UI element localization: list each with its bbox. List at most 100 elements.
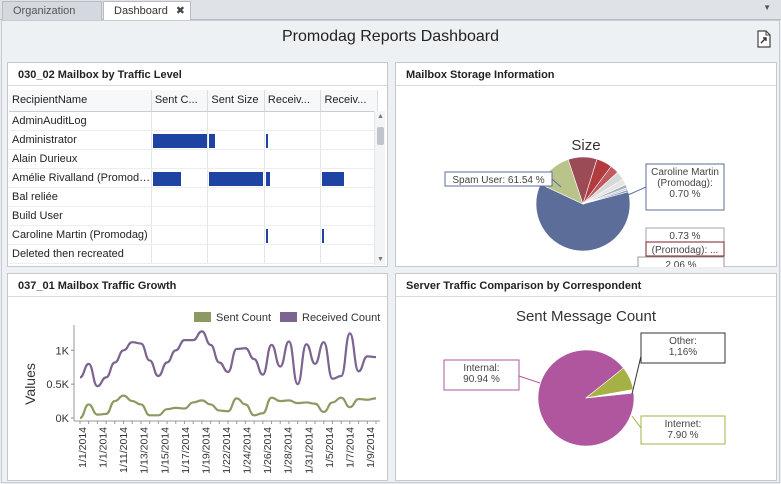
traffic-bar (209, 171, 264, 186)
series-line (79, 394, 377, 420)
x-tick-label: 1/24/2014 (242, 427, 254, 474)
traffic-bar-cell (264, 244, 322, 264)
traffic-bar-cell (151, 187, 209, 207)
traffic-bar-cell (320, 187, 378, 207)
tab-organization-label: Organization (13, 5, 76, 17)
column-header[interactable]: RecipientName (9, 90, 152, 112)
recipient-name-cell: Amélie Rivalland (Promodag) (9, 168, 152, 188)
panel-title: Mailbox Storage Information (396, 63, 776, 86)
data-label: 90.94 % (463, 374, 500, 385)
traffic-bar (265, 228, 268, 243)
traffic-bar-cell (264, 149, 322, 169)
dashboard-surface: Promodag Reports Dashboard 030_02 Mailbo… (1, 20, 780, 483)
traffic-grid: RecipientName Sent C... Sent Size Receiv...… (9, 90, 378, 266)
data-label-box (444, 171, 553, 187)
legend-label: Received Count (302, 312, 380, 324)
data-label: 7.90 % (667, 430, 698, 441)
data-label: 2.06 % (665, 260, 696, 267)
table-row[interactable]: Amélie Rivalland (Promodag) (9, 168, 378, 188)
data-label-box (645, 241, 725, 257)
traffic-bar-cell (264, 225, 322, 245)
x-tick-label: 1/17/2014 (180, 427, 192, 474)
traffic-bar (209, 133, 216, 148)
series-line (79, 330, 377, 388)
traffic-bar-cell (151, 225, 209, 245)
traffic-bar-cell (320, 206, 378, 226)
storage-panel: Mailbox Storage Information Size Spam Use… (395, 62, 777, 267)
leader-line (518, 375, 541, 384)
x-tick-label: 1/31/2014 (303, 427, 315, 474)
scroll-up-icon[interactable]: ▲ (377, 113, 384, 120)
table-row[interactable]: Administrator (9, 130, 378, 150)
x-tick-label: 1/5/2014 (324, 427, 336, 468)
recipient-name-cell: Build User (9, 206, 152, 226)
page-title: Promodag Reports Dashboard (281, 28, 499, 45)
close-icon[interactable]: ✖ (175, 5, 185, 17)
traffic-bar-cell (264, 206, 322, 226)
table-row[interactable]: Deleted then recreated (9, 244, 378, 264)
table-row[interactable]: AdminAuditLog (9, 111, 378, 131)
data-label-box (443, 359, 520, 391)
data-label-box (637, 256, 725, 267)
x-tick-label: 1/9/2014 (365, 427, 377, 468)
y-tick-label: 1K (56, 345, 70, 357)
traffic-bar (322, 171, 345, 186)
x-tick-label: 1/15/2014 (159, 427, 171, 474)
traffic-bar-cell (207, 206, 265, 226)
export-icon[interactable] (755, 30, 771, 48)
y-tick-label: 0.5K (46, 379, 69, 391)
chevron-down-icon[interactable]: ▼ (763, 3, 771, 12)
tab-organization[interactable]: Organization (2, 1, 102, 20)
data-label: 0.70 % (669, 189, 700, 200)
traffic-bar (152, 171, 181, 186)
traffic-bar-cell (151, 168, 209, 188)
chart-title: Size (571, 137, 600, 154)
traffic-bar-cell (207, 187, 265, 207)
grid-scrollbar[interactable]: ▲ ▼ (374, 111, 385, 265)
scroll-thumb[interactable] (377, 127, 384, 145)
recipient-name-cell: Deleted then recreated (9, 244, 152, 264)
data-label: Internal: (463, 363, 499, 374)
traffic-bar-cell (207, 225, 265, 245)
mailbox-traffic-panel: 030_02 Mailbox by Traffic Level Recipien… (7, 62, 388, 267)
traffic-bar-cell (264, 187, 322, 207)
traffic-bar-cell (320, 244, 378, 264)
scroll-down-icon[interactable]: ▼ (377, 256, 384, 263)
traffic-bar-cell (151, 244, 209, 264)
traffic-bar-cell (264, 111, 322, 131)
column-header[interactable]: Receiv... (320, 90, 378, 112)
traffic-bar-cell (207, 149, 265, 169)
data-label-box (645, 163, 725, 211)
tab-dashboard[interactable]: Dashboard ✖ (103, 1, 191, 21)
panel-title: 037_01 Mailbox Traffic Growth (8, 274, 387, 297)
data-label: Other: (669, 336, 697, 347)
table-row[interactable]: Build User (9, 206, 378, 226)
leader-line (631, 415, 642, 429)
data-label: 1,16% (669, 347, 697, 358)
traffic-bar-cell (207, 244, 265, 264)
data-label-box (640, 332, 726, 364)
traffic-bar-cell (151, 149, 209, 169)
legend-swatch (194, 312, 211, 322)
column-header[interactable]: Sent C... (151, 90, 209, 112)
column-header[interactable]: Sent Size (207, 90, 265, 112)
traffic-line-chart: Sent Count Received Count 0K 0.5K 1K Values 1/… (22, 312, 380, 474)
table-row[interactable]: Bal reliée (9, 187, 378, 207)
data-label-box (640, 415, 726, 445)
table-row[interactable]: Alain Durieux (9, 149, 378, 169)
document-tab-bar: Organization Dashboard ✖ ▼ (0, 0, 781, 21)
traffic-bar-cell (207, 130, 265, 150)
leader-line (631, 355, 642, 395)
y-tick-label: 0K (56, 413, 70, 425)
traffic-bar (322, 228, 325, 243)
server-traffic-panel: Server Traffic Comparison by Corresponde… (395, 273, 777, 481)
column-header[interactable]: Receiv... (264, 90, 322, 112)
x-tick-label: 1/26/2014 (262, 427, 274, 474)
tab-dashboard-label: Dashboard (114, 5, 168, 17)
table-row[interactable]: Caroline Martin (Promodag) (9, 225, 378, 245)
traffic-bar-cell (320, 111, 378, 131)
pie-slice (535, 183, 631, 252)
traffic-bar-cell (264, 168, 322, 188)
traffic-bar-cell (320, 130, 378, 150)
recipient-name-cell: Bal reliée (9, 187, 152, 207)
